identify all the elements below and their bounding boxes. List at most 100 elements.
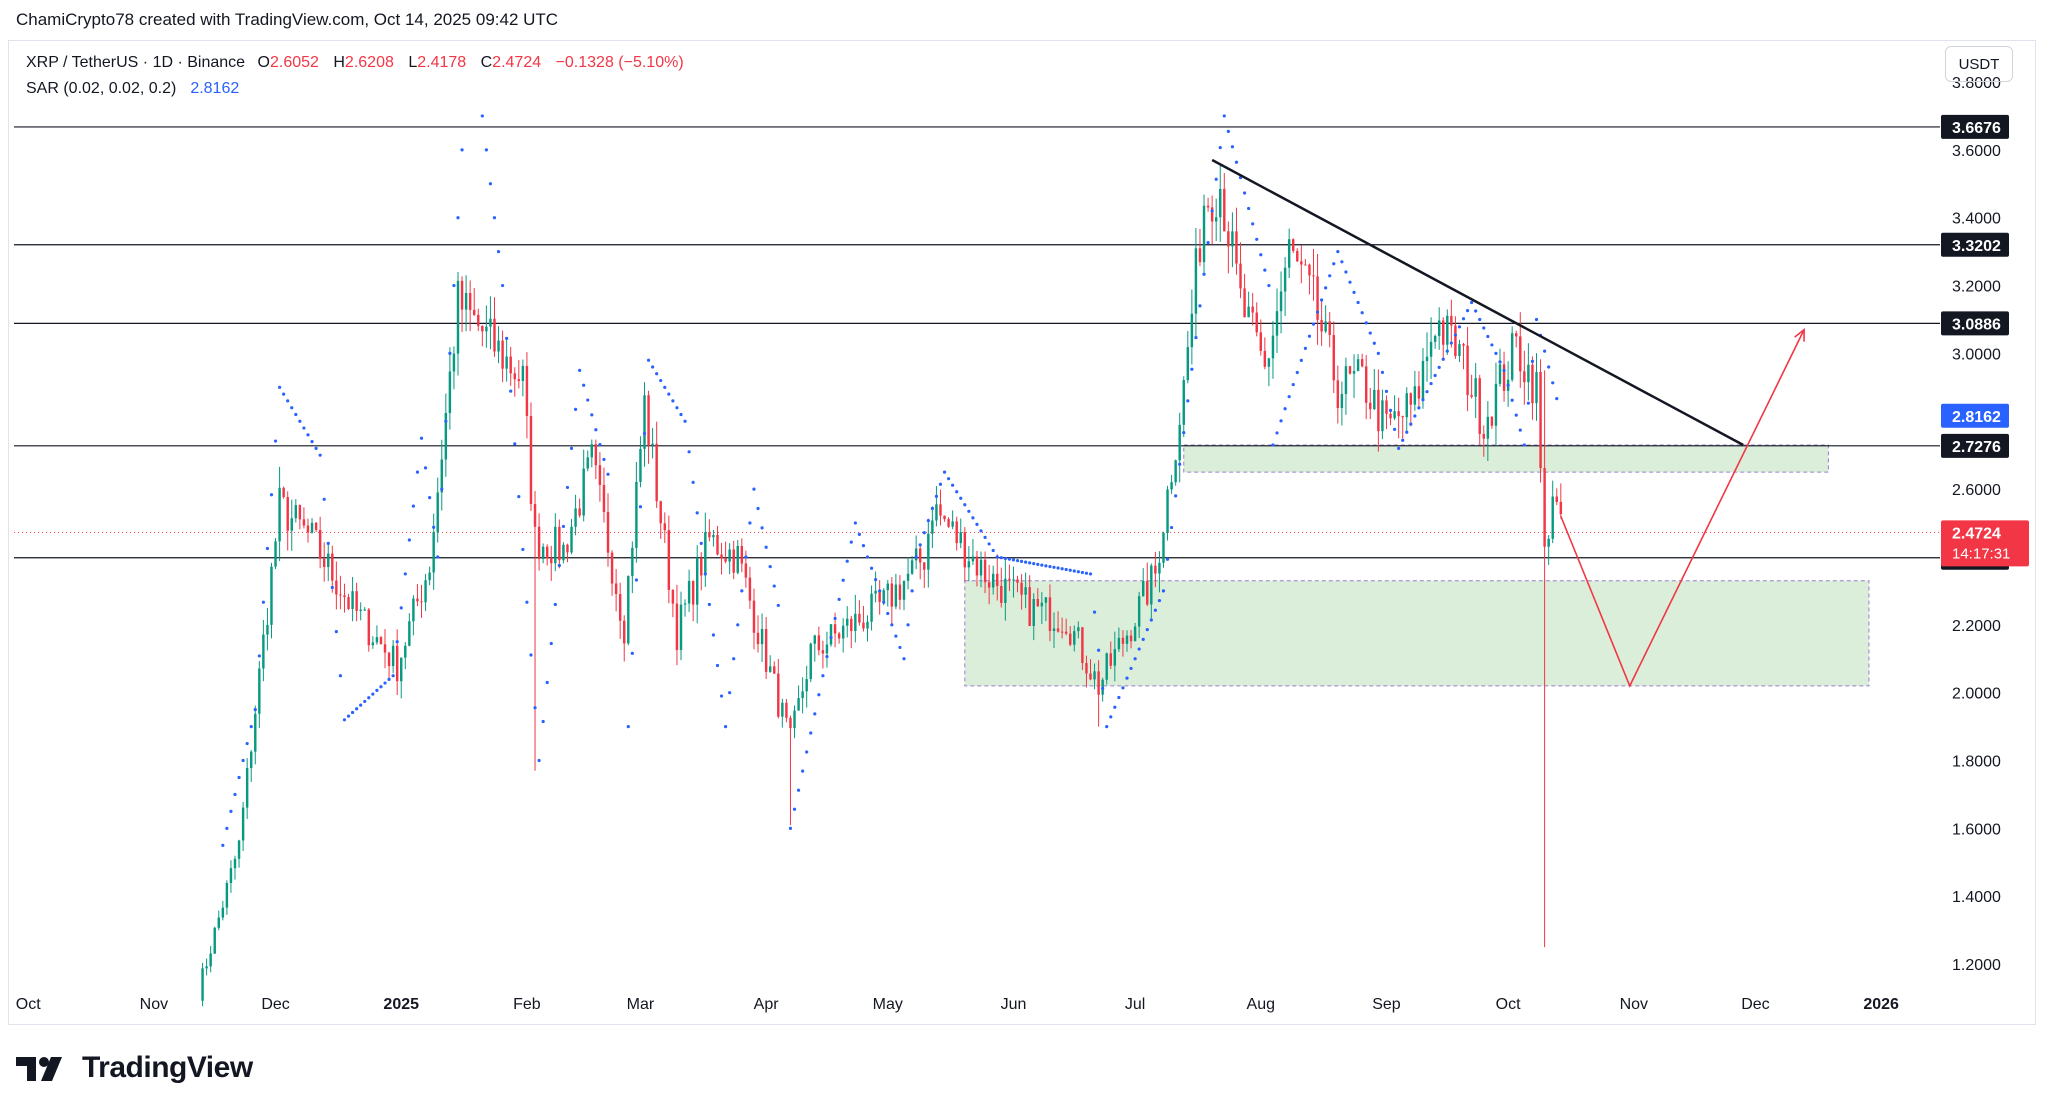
candle-body[interactable] [432, 532, 435, 573]
candle-body[interactable] [586, 457, 589, 469]
candle-body[interactable] [687, 580, 691, 604]
candle-body[interactable] [205, 966, 208, 969]
candle-body[interactable] [1425, 356, 1429, 362]
candle-body[interactable] [1312, 275, 1315, 277]
candle-body[interactable] [1235, 231, 1238, 264]
candle-body[interactable] [1073, 631, 1076, 645]
candle-body[interactable] [1344, 366, 1348, 394]
candle-body[interactable] [249, 751, 253, 769]
candle-body[interactable] [1069, 633, 1072, 645]
candle-body[interactable] [639, 448, 642, 482]
candle-body[interactable] [1174, 460, 1177, 483]
candle-body[interactable] [448, 371, 452, 413]
candle-body[interactable] [752, 600, 756, 633]
candle-body[interactable] [760, 628, 764, 645]
candle-body[interactable] [1129, 635, 1133, 642]
candle-body[interactable] [1490, 416, 1494, 426]
candle-body[interactable] [627, 576, 630, 644]
candle-body[interactable] [485, 326, 488, 332]
candle-body[interactable] [1405, 393, 1408, 418]
candle-body[interactable] [643, 395, 646, 449]
candle-body[interactable] [1206, 205, 1210, 208]
candle-body[interactable] [525, 365, 529, 417]
candle-body[interactable] [1182, 380, 1185, 425]
candle-body[interactable] [813, 635, 817, 644]
candle-body[interactable] [947, 519, 950, 527]
candle-body[interactable] [574, 508, 577, 527]
candle-body[interactable] [886, 583, 889, 591]
candle-body[interactable] [545, 546, 549, 559]
candle-body[interactable] [1105, 653, 1108, 680]
candle-body[interactable] [1170, 482, 1173, 490]
candle-body[interactable] [1547, 538, 1550, 547]
candle-body[interactable] [1300, 261, 1303, 265]
candle-body[interactable] [651, 443, 654, 446]
candle-body[interactable] [1113, 649, 1117, 666]
candle-body[interactable] [1271, 335, 1275, 359]
candle-body[interactable] [1089, 673, 1092, 680]
candle-body[interactable] [233, 858, 237, 869]
candle-body[interactable] [554, 526, 557, 564]
candle-body[interactable] [254, 713, 257, 752]
candle-body[interactable] [1385, 400, 1388, 414]
candle-body[interactable] [1085, 663, 1088, 674]
candle-body[interactable] [882, 590, 885, 602]
candle-body[interactable] [1539, 371, 1542, 469]
candle-body[interactable] [1458, 344, 1461, 357]
candle-body[interactable] [1097, 671, 1100, 695]
candle-body[interactable] [566, 544, 569, 553]
candle-body[interactable] [1008, 578, 1011, 580]
candle-body[interactable] [793, 710, 796, 729]
candle-body[interactable] [1133, 626, 1137, 642]
candle-body[interactable] [598, 465, 602, 485]
candle-body[interactable] [327, 553, 330, 568]
candle-body[interactable] [963, 532, 967, 568]
candle-body[interactable] [1543, 468, 1546, 547]
candle-body[interactable] [225, 883, 229, 908]
candle-body[interactable] [590, 444, 594, 458]
candle-body[interactable] [501, 340, 504, 369]
candle-body[interactable] [1369, 402, 1372, 410]
candle-body[interactable] [732, 549, 735, 573]
candle-body[interactable] [1356, 359, 1360, 372]
candle-body[interactable] [1498, 364, 1502, 384]
candle-body[interactable] [720, 554, 723, 559]
candle-body[interactable] [444, 412, 448, 460]
candle-body[interactable] [1251, 306, 1254, 313]
candle-body[interactable] [1474, 378, 1477, 397]
candle-body[interactable] [1316, 276, 1319, 320]
candle-body[interactable] [858, 613, 861, 623]
candle-body[interactable] [541, 546, 545, 559]
candle-body[interactable] [505, 356, 508, 369]
candle-body[interactable] [1223, 188, 1226, 232]
candle-body[interactable] [744, 563, 748, 578]
projection-path[interactable] [1560, 329, 1805, 688]
candle-body[interactable] [1352, 371, 1356, 374]
candle-body[interactable] [464, 292, 468, 310]
candle-body[interactable] [1141, 581, 1145, 597]
candle-body[interactable] [314, 522, 318, 530]
candle-body[interactable] [517, 379, 521, 382]
candle-body[interactable] [1397, 411, 1400, 417]
candle-body[interactable] [623, 620, 626, 644]
candle-body[interactable] [927, 533, 930, 570]
candle-body[interactable] [675, 603, 679, 650]
candle-body[interactable] [959, 532, 962, 544]
candle-body[interactable] [768, 666, 772, 672]
candle-body[interactable] [1527, 364, 1530, 383]
candle-body[interactable] [481, 325, 484, 332]
candle-body[interactable] [1231, 231, 1234, 247]
candle-body[interactable] [1515, 333, 1518, 337]
candle-body[interactable] [363, 609, 366, 611]
candle-body[interactable] [1429, 341, 1433, 357]
tradingview-wordmark[interactable]: TradingView [82, 1051, 253, 1084]
candle-body[interactable] [1409, 393, 1413, 405]
candle-body[interactable] [359, 609, 362, 611]
candle-body[interactable] [910, 560, 914, 574]
candle-body[interactable] [209, 953, 212, 967]
candle-body[interactable] [1336, 380, 1340, 409]
candle-body[interactable] [691, 580, 695, 605]
candle-body[interactable] [537, 526, 541, 559]
candle-body[interactable] [1060, 631, 1064, 633]
candle-body[interactable] [679, 604, 683, 650]
